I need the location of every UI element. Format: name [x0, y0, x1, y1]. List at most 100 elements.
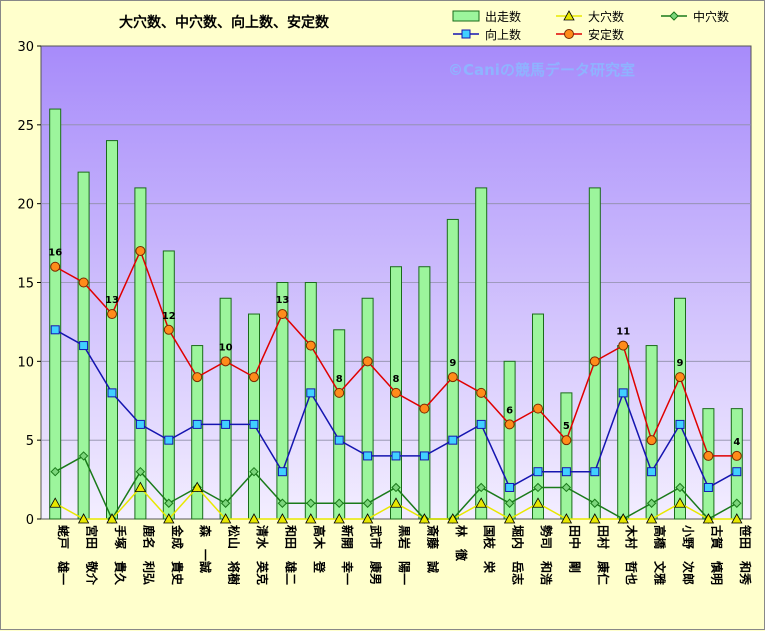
marker-安定数	[447, 372, 458, 383]
data-label: 16	[48, 248, 62, 259]
marker-中穴数	[334, 498, 344, 508]
marker-大穴数	[77, 513, 90, 524]
x-tick-label: 蛯戸 雄一	[56, 525, 71, 585]
marker-安定数	[362, 356, 373, 367]
bar	[191, 345, 204, 520]
marker-中穴数	[50, 466, 60, 477]
legend-marker	[563, 10, 575, 21]
x-tick-label: 新開 幸一	[340, 525, 355, 585]
data-label: 12	[162, 311, 176, 322]
marker-向上数	[79, 341, 89, 351]
x-tick-label: 勢司 和浩	[539, 525, 554, 585]
data-label: 13	[105, 295, 119, 306]
marker-中穴数	[391, 482, 401, 493]
x-tick-label: 田村 康仁	[596, 525, 611, 585]
data-labels: 16 13 12 10 13 8 8 9 6 5 11 9 4	[48, 248, 740, 448]
y-tick-label: 0	[26, 513, 34, 528]
marker-中穴数	[561, 482, 572, 493]
marker-大穴数	[248, 513, 260, 524]
marker-安定数	[646, 435, 657, 446]
marker-向上数	[732, 467, 742, 477]
bar	[106, 140, 118, 520]
marker-向上数	[249, 419, 259, 429]
x-tick-label: 林 徹	[454, 525, 469, 562]
marker-向上数	[221, 419, 231, 429]
x-tick-label: 清水 英克	[255, 525, 270, 585]
bar	[49, 108, 62, 520]
bar	[560, 392, 573, 520]
marker-大穴数	[645, 513, 658, 524]
y-tick-label: 10	[17, 355, 34, 370]
x-tick-label: 高橋 文雅	[653, 525, 668, 585]
bar	[617, 345, 630, 520]
marker-向上数	[391, 451, 401, 461]
x-tick-label: 金成 貴史	[170, 524, 185, 586]
marker-大穴数	[361, 513, 374, 524]
series-markers	[49, 245, 743, 524]
legend-marker	[461, 29, 471, 39]
data-label: 8	[393, 374, 400, 385]
marker-向上数	[135, 419, 145, 429]
marker-安定数	[618, 340, 629, 351]
marker-向上数	[618, 388, 628, 398]
x-tick-label: 田中 剛	[567, 525, 582, 573]
marker-中穴数	[135, 466, 146, 477]
marker-安定数	[589, 356, 600, 367]
marker-中穴数	[164, 498, 174, 508]
marker-大穴数	[560, 513, 573, 524]
marker-大穴数	[674, 497, 686, 508]
x-tick-label: 和田 雄二	[283, 524, 298, 585]
x-tick-label: 堀内 岳志	[511, 525, 526, 585]
y-axis-ticks: 0 5 10 15 20 25 30	[17, 40, 41, 528]
marker-大穴数	[617, 513, 629, 524]
marker-中穴数	[362, 498, 373, 508]
marker-安定数	[107, 309, 117, 320]
marker-安定数	[220, 356, 231, 367]
marker-安定数	[135, 245, 146, 256]
bar	[532, 313, 544, 520]
y-tick-label: 15	[17, 277, 34, 292]
marker-向上数	[703, 482, 713, 492]
marker-中穴数	[590, 498, 600, 508]
marker-中穴数	[476, 482, 486, 493]
marker-安定数	[192, 372, 203, 383]
marker-中穴数	[675, 482, 685, 493]
bar	[503, 360, 516, 520]
marker-大穴数	[163, 513, 175, 524]
x-tick-label: 笹田 和秀	[738, 525, 753, 586]
data-label: 11	[616, 327, 630, 338]
bar	[418, 266, 431, 520]
marker-大穴数	[503, 513, 516, 524]
marker-向上数	[476, 419, 486, 429]
marker-向上数	[363, 451, 373, 461]
legend-swatch-bar	[452, 10, 480, 22]
marker-大穴数	[447, 513, 459, 524]
marker-大穴数	[134, 481, 147, 492]
marker-大穴数	[305, 513, 317, 524]
bar	[219, 297, 232, 520]
marker-安定数	[504, 419, 515, 430]
bar	[702, 408, 715, 520]
marker-中穴数	[306, 498, 316, 508]
marker-大穴数	[532, 497, 544, 508]
y-tick-label: 30	[17, 40, 34, 55]
legend-label: 大穴数	[588, 9, 624, 24]
marker-中穴数	[504, 498, 515, 508]
marker-向上数	[334, 435, 344, 445]
marker-大穴数	[191, 481, 203, 492]
marker-向上数	[107, 388, 117, 398]
x-tick-label: 古賀 慎明	[709, 525, 724, 585]
marker-安定数	[334, 387, 345, 398]
marker-大穴数	[333, 513, 345, 524]
marker-安定数	[476, 387, 487, 398]
marker-安定数	[675, 372, 685, 383]
marker-向上数	[419, 451, 429, 461]
data-label: 5	[563, 421, 570, 432]
x-tick-label: 森 一誠	[198, 525, 213, 573]
marker-大穴数	[390, 497, 402, 508]
marker-中穴数	[646, 498, 657, 508]
marker-安定数	[703, 450, 714, 461]
marker-安定数	[533, 403, 543, 414]
